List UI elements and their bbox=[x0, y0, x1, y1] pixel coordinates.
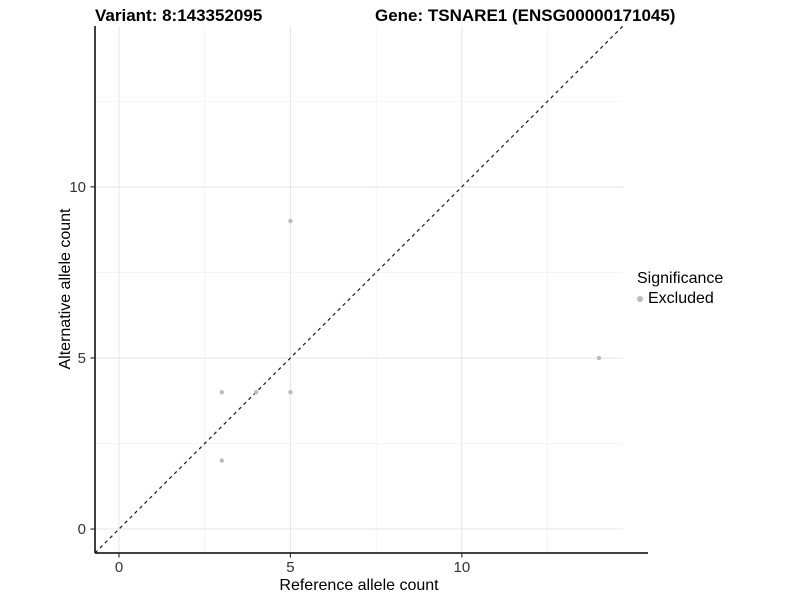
identity-line bbox=[94, 25, 624, 554]
legend-title: Significance bbox=[637, 270, 724, 287]
x-tick-label: 5 bbox=[286, 559, 294, 576]
y-tick-label: 0 bbox=[78, 521, 86, 538]
x-tick-label: 0 bbox=[115, 559, 123, 576]
legend-entry: Excluded bbox=[637, 290, 723, 308]
y-tick-label: 5 bbox=[78, 350, 86, 367]
data-point bbox=[596, 355, 602, 361]
data-point bbox=[288, 389, 293, 395]
legend-entry-label: Excluded bbox=[648, 290, 714, 307]
data-point bbox=[219, 389, 225, 395]
data-point bbox=[219, 458, 225, 463]
legend-entries: Excluded bbox=[637, 290, 723, 308]
gene-title: Gene: TSNARE1 (ENSG00000171045) bbox=[375, 6, 676, 25]
data-point bbox=[288, 218, 293, 224]
x-tick-label: 10 bbox=[454, 559, 471, 576]
y-axis-title: Alternative allele count bbox=[57, 208, 74, 370]
data-point bbox=[253, 389, 259, 395]
legend-key-dot bbox=[637, 296, 643, 302]
legend: Significance Excluded bbox=[637, 270, 723, 308]
x-axis-title: Reference allele count bbox=[279, 577, 439, 594]
variant-title: Variant: 8:143352095 bbox=[95, 6, 263, 25]
y-tick-label: 10 bbox=[69, 179, 86, 196]
